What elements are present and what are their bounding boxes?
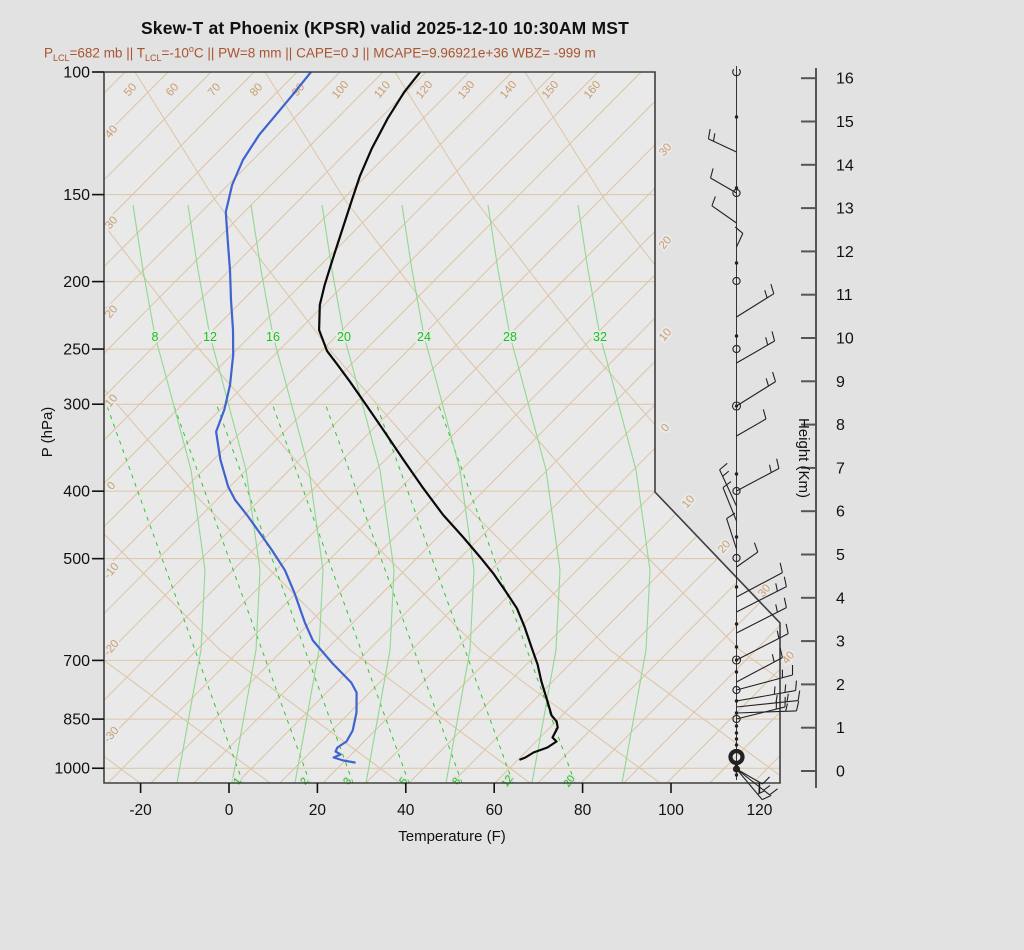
svg-text:40: 40	[397, 802, 415, 819]
svg-text:28: 28	[503, 330, 517, 344]
sounding-curves	[215, 72, 559, 764]
svg-text:1000: 1000	[54, 761, 90, 778]
svg-text:100: 100	[658, 802, 684, 819]
svg-text:12: 12	[203, 330, 217, 344]
svg-text:12: 12	[836, 244, 854, 261]
svg-text:30: 30	[657, 141, 674, 159]
svg-text:20: 20	[337, 330, 351, 344]
mixing-ratio-labels: 1 2 3 5 8 12 20	[229, 771, 579, 791]
temperature-curve	[318, 72, 559, 761]
svg-text:80: 80	[574, 802, 592, 819]
moist-adiabat-lines	[132, 204, 651, 783]
svg-text:300: 300	[63, 397, 90, 414]
svg-text:-20: -20	[129, 802, 152, 819]
svg-text:14: 14	[836, 157, 854, 174]
svg-text:16: 16	[836, 71, 854, 88]
wind-barb-column	[707, 66, 801, 801]
moist-adiabat-labels: 8 12 16 20 24 28 32	[150, 328, 609, 346]
svg-text:700: 700	[63, 653, 90, 670]
temperature-axis: -20 0 20 40 60 80 100 120 Temperature (F)	[129, 783, 773, 845]
svg-text:1: 1	[836, 720, 845, 737]
svg-text:4: 4	[836, 590, 845, 607]
svg-text:120: 120	[746, 802, 772, 819]
svg-text:0: 0	[225, 802, 234, 819]
svg-text:20: 20	[309, 802, 327, 819]
parameter-line: PLCL=682 mb || TLCL=-10oC || PW=8 mm || …	[44, 44, 596, 64]
svg-text:2: 2	[836, 677, 845, 694]
svg-text:6: 6	[836, 504, 845, 521]
svg-text:20: 20	[657, 234, 674, 252]
svg-text:500: 500	[63, 551, 90, 568]
svg-text:20: 20	[716, 538, 733, 556]
svg-text:24: 24	[417, 330, 431, 344]
svg-text:850: 850	[63, 712, 90, 729]
svg-text:5: 5	[836, 547, 845, 564]
svg-text:9: 9	[836, 374, 845, 391]
svg-text:10: 10	[657, 326, 674, 344]
chart-title: Skew-T at Phoenix (KPSR) valid 2025-12-1…	[140, 18, 630, 38]
pressure-axis: 100 150 200 250 300 400 500 700 850 1000 P (hPa)	[39, 65, 104, 778]
svg-text:60: 60	[486, 802, 504, 819]
svg-text:15: 15	[836, 114, 854, 131]
svg-text:13: 13	[836, 201, 854, 218]
svg-text:200: 200	[63, 274, 90, 291]
svg-text:250: 250	[63, 342, 90, 359]
svg-text:400: 400	[63, 484, 90, 501]
svg-text:3: 3	[836, 634, 845, 651]
svg-text:0: 0	[836, 764, 845, 781]
svg-text:16: 16	[266, 330, 280, 344]
svg-text:11: 11	[836, 287, 853, 304]
dewpoint-curve	[215, 72, 358, 764]
svg-text:7: 7	[836, 460, 845, 477]
svg-text:8: 8	[836, 417, 845, 434]
svg-text:P (hPa): P (hPa)	[39, 407, 56, 458]
svg-text:100: 100	[63, 65, 90, 82]
svg-text:Temperature (F): Temperature (F)	[398, 828, 506, 845]
svg-text:10: 10	[836, 331, 854, 348]
svg-text:32: 32	[593, 330, 607, 344]
svg-text:150: 150	[63, 187, 90, 204]
svg-text:0: 0	[659, 422, 672, 435]
svg-text:Height (Km): Height (Km)	[795, 418, 812, 498]
svg-text:10: 10	[680, 493, 697, 511]
svg-text:8: 8	[152, 330, 159, 344]
